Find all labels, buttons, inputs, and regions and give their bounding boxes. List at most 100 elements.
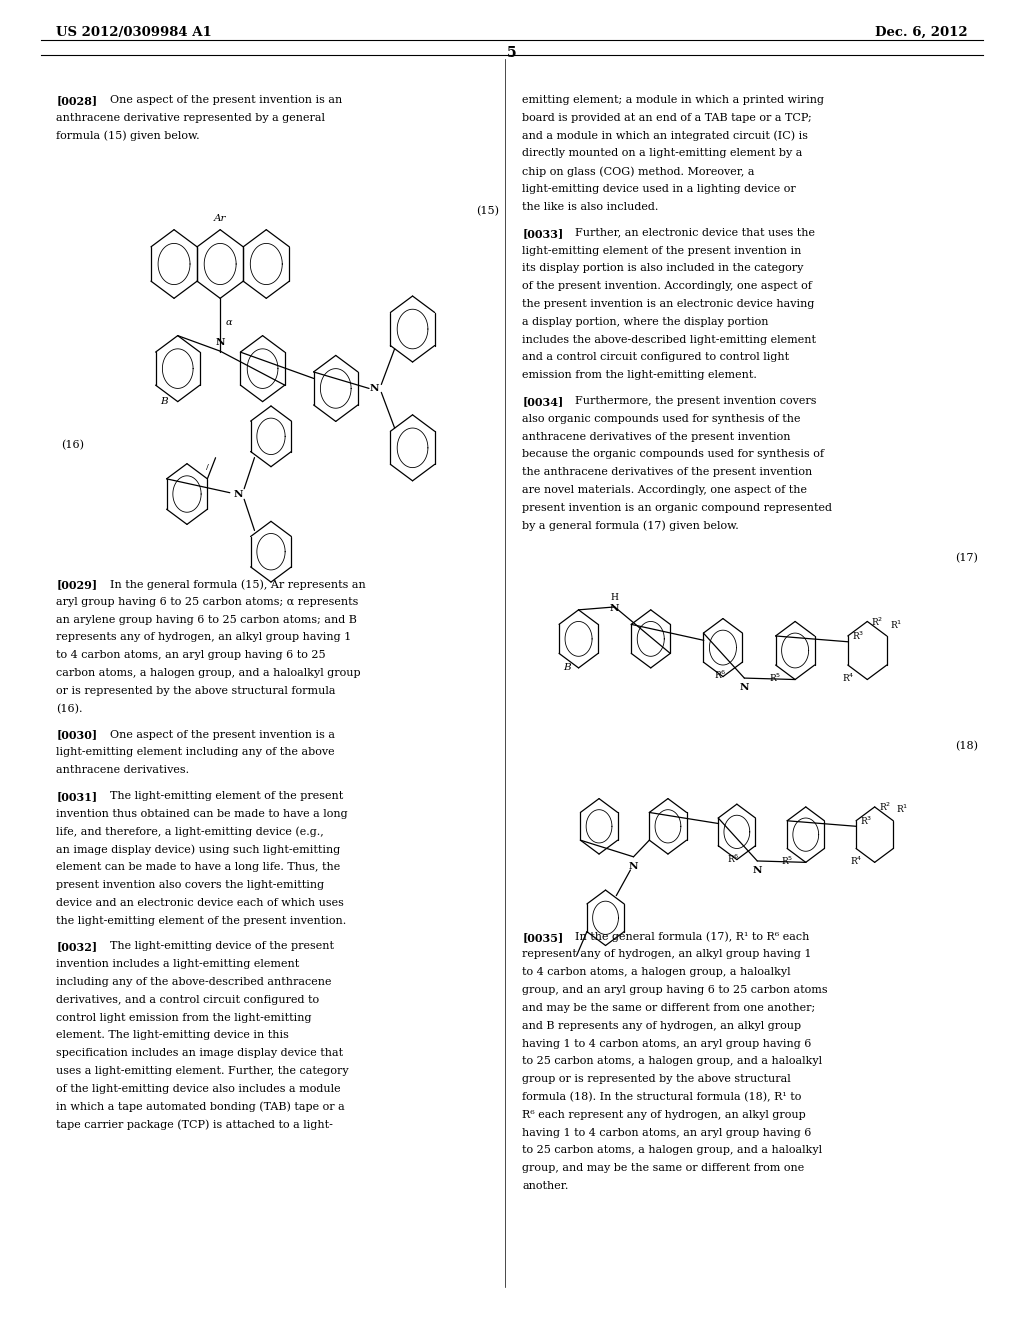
Text: α: α xyxy=(225,318,231,326)
Text: another.: another. xyxy=(522,1181,568,1191)
Text: present invention also covers the light-emitting: present invention also covers the light-… xyxy=(56,880,325,890)
Text: the anthracene derivatives of the present invention: the anthracene derivatives of the presen… xyxy=(522,467,812,478)
Text: One aspect of the present invention is an: One aspect of the present invention is a… xyxy=(110,95,342,106)
Text: an image display device) using such light-emitting: an image display device) using such ligh… xyxy=(56,845,341,855)
Text: R$^2$: R$^2$ xyxy=(879,801,891,813)
Text: The light-emitting element of the present: The light-emitting element of the presen… xyxy=(110,791,343,801)
Text: B: B xyxy=(563,664,570,672)
Text: Dec. 6, 2012: Dec. 6, 2012 xyxy=(876,26,968,38)
Text: in which a tape automated bonding (TAB) tape or a: in which a tape automated bonding (TAB) … xyxy=(56,1102,345,1113)
Text: specification includes an image display device that: specification includes an image display … xyxy=(56,1048,343,1059)
Text: R⁶ each represent any of hydrogen, an alkyl group: R⁶ each represent any of hydrogen, an al… xyxy=(522,1110,806,1119)
Text: N: N xyxy=(233,490,243,499)
Text: H: H xyxy=(610,593,618,602)
Text: [0034]: [0034] xyxy=(522,396,563,407)
Text: or is represented by the above structural formula: or is represented by the above structura… xyxy=(56,686,336,696)
Text: light-emitting device used in a lighting device or: light-emitting device used in a lighting… xyxy=(522,183,796,194)
Text: life, and therefore, a light-emitting device (e.g.,: life, and therefore, a light-emitting de… xyxy=(56,826,324,837)
Text: N: N xyxy=(753,866,762,875)
Text: R$^6$: R$^6$ xyxy=(727,853,740,865)
Text: of the present invention. Accordingly, one aspect of: of the present invention. Accordingly, o… xyxy=(522,281,812,292)
Text: (18): (18) xyxy=(955,741,978,751)
Text: N: N xyxy=(739,684,750,693)
Text: [0028]: [0028] xyxy=(56,95,97,106)
Text: element. The light-emitting device in this: element. The light-emitting device in th… xyxy=(56,1031,289,1040)
Text: represents any of hydrogen, an alkyl group having 1: represents any of hydrogen, an alkyl gro… xyxy=(56,632,351,643)
Text: board is provided at an end of a TAB tape or a TCP;: board is provided at an end of a TAB tap… xyxy=(522,112,812,123)
Text: 5: 5 xyxy=(507,46,517,61)
Text: emission from the light-emitting element.: emission from the light-emitting element… xyxy=(522,370,757,380)
Text: Furthermore, the present invention covers: Furthermore, the present invention cover… xyxy=(575,396,817,407)
Text: having 1 to 4 carbon atoms, an aryl group having 6: having 1 to 4 carbon atoms, an aryl grou… xyxy=(522,1039,812,1048)
Text: aryl group having 6 to 25 carbon atoms; α represents: aryl group having 6 to 25 carbon atoms; … xyxy=(56,597,358,607)
Text: R$^1$: R$^1$ xyxy=(896,803,908,816)
Text: having 1 to 4 carbon atoms, an aryl group having 6: having 1 to 4 carbon atoms, an aryl grou… xyxy=(522,1127,812,1138)
Text: and a control circuit configured to control light: and a control circuit configured to cont… xyxy=(522,352,790,363)
Text: (15): (15) xyxy=(476,206,499,216)
Text: of the light-emitting device also includes a module: of the light-emitting device also includ… xyxy=(56,1084,341,1094)
Text: [0032]: [0032] xyxy=(56,941,97,952)
Text: a display portion, where the display portion: a display portion, where the display por… xyxy=(522,317,769,327)
Text: also organic compounds used for synthesis of the: also organic compounds used for synthesi… xyxy=(522,413,801,424)
Text: [0029]: [0029] xyxy=(56,579,97,590)
Text: the present invention is an electronic device having: the present invention is an electronic d… xyxy=(522,298,815,309)
Text: N: N xyxy=(610,605,620,614)
Text: derivatives, and a control circuit configured to: derivatives, and a control circuit confi… xyxy=(56,995,319,1005)
Text: light-emitting element of the present invention in: light-emitting element of the present in… xyxy=(522,246,802,256)
Text: In the general formula (17), R¹ to R⁶ each: In the general formula (17), R¹ to R⁶ ea… xyxy=(575,932,810,942)
Text: group, and an aryl group having 6 to 25 carbon atoms: group, and an aryl group having 6 to 25 … xyxy=(522,985,827,995)
Text: invention includes a light-emitting element: invention includes a light-emitting elem… xyxy=(56,960,300,969)
Text: to 25 carbon atoms, a halogen group, and a haloalkyl: to 25 carbon atoms, a halogen group, and… xyxy=(522,1056,822,1067)
Text: B: B xyxy=(160,397,168,407)
Text: The light-emitting device of the present: The light-emitting device of the present xyxy=(110,941,334,952)
Text: anthracene derivatives of the present invention: anthracene derivatives of the present in… xyxy=(522,432,791,442)
Text: and B represents any of hydrogen, an alkyl group: and B represents any of hydrogen, an alk… xyxy=(522,1020,802,1031)
Text: [0030]: [0030] xyxy=(56,730,97,741)
Text: N: N xyxy=(370,384,379,393)
Text: anthracene derivative represented by a general: anthracene derivative represented by a g… xyxy=(56,112,326,123)
Text: invention thus obtained can be made to have a long: invention thus obtained can be made to h… xyxy=(56,809,348,818)
Text: present invention is an organic compound represented: present invention is an organic compound… xyxy=(522,503,833,513)
Text: R$^1$: R$^1$ xyxy=(890,618,902,631)
Text: [0035]: [0035] xyxy=(522,932,563,942)
Text: its display portion is also included in the category: its display portion is also included in … xyxy=(522,263,804,273)
Text: [0033]: [0033] xyxy=(522,227,563,239)
Text: because the organic compounds used for synthesis of: because the organic compounds used for s… xyxy=(522,449,824,459)
Text: the like is also included.: the like is also included. xyxy=(522,202,658,213)
Text: /: / xyxy=(206,463,209,471)
Text: to 25 carbon atoms, a halogen group, and a haloalkyl: to 25 carbon atoms, a halogen group, and… xyxy=(522,1146,822,1155)
Text: R$^3$: R$^3$ xyxy=(852,630,864,642)
Text: anthracene derivatives.: anthracene derivatives. xyxy=(56,766,189,775)
Text: chip on glass (COG) method. Moreover, a: chip on glass (COG) method. Moreover, a xyxy=(522,166,755,177)
Text: an arylene group having 6 to 25 carbon atoms; and B: an arylene group having 6 to 25 carbon a… xyxy=(56,615,357,624)
Text: includes the above-described light-emitting element: includes the above-described light-emitt… xyxy=(522,334,816,345)
Text: R$^6$: R$^6$ xyxy=(714,669,726,681)
Text: and a module in which an integrated circuit (IC) is: and a module in which an integrated circ… xyxy=(522,131,808,141)
Text: (16): (16) xyxy=(61,440,84,450)
Text: uses a light-emitting element. Further, the category: uses a light-emitting element. Further, … xyxy=(56,1067,349,1076)
Text: formula (18). In the structural formula (18), R¹ to: formula (18). In the structural formula … xyxy=(522,1092,802,1102)
Text: control light emission from the light-emitting: control light emission from the light-em… xyxy=(56,1012,312,1023)
Text: R$^5$: R$^5$ xyxy=(781,855,794,867)
Text: including any of the above-described anthracene: including any of the above-described ant… xyxy=(56,977,332,987)
Text: and may be the same or different from one another;: and may be the same or different from on… xyxy=(522,1003,815,1012)
Text: element can be made to have a long life. Thus, the: element can be made to have a long life.… xyxy=(56,862,341,873)
Text: to 4 carbon atoms, a halogen group, a haloalkyl: to 4 carbon atoms, a halogen group, a ha… xyxy=(522,968,791,977)
Text: N: N xyxy=(215,338,225,347)
Text: group, and may be the same or different from one: group, and may be the same or different … xyxy=(522,1163,805,1173)
Text: emitting element; a module in which a printed wiring: emitting element; a module in which a pr… xyxy=(522,95,824,106)
Text: tape carrier package (TCP) is attached to a light-: tape carrier package (TCP) is attached t… xyxy=(56,1119,333,1130)
Text: formula (15) given below.: formula (15) given below. xyxy=(56,131,200,141)
Text: light-emitting element including any of the above: light-emitting element including any of … xyxy=(56,747,335,758)
Text: In the general formula (15), Ar represents an: In the general formula (15), Ar represen… xyxy=(110,579,366,590)
Text: to 4 carbon atoms, an aryl group having 6 to 25: to 4 carbon atoms, an aryl group having … xyxy=(56,651,326,660)
Text: Further, an electronic device that uses the: Further, an electronic device that uses … xyxy=(575,227,815,238)
Text: R$^2$: R$^2$ xyxy=(871,615,884,627)
Text: R$^5$: R$^5$ xyxy=(769,672,781,684)
Text: US 2012/0309984 A1: US 2012/0309984 A1 xyxy=(56,26,212,38)
Text: (16).: (16). xyxy=(56,704,83,714)
Text: R$^4$: R$^4$ xyxy=(842,672,854,684)
Text: (17): (17) xyxy=(955,553,978,564)
Text: represent any of hydrogen, an alkyl group having 1: represent any of hydrogen, an alkyl grou… xyxy=(522,949,812,960)
Text: by a general formula (17) given below.: by a general formula (17) given below. xyxy=(522,520,739,532)
